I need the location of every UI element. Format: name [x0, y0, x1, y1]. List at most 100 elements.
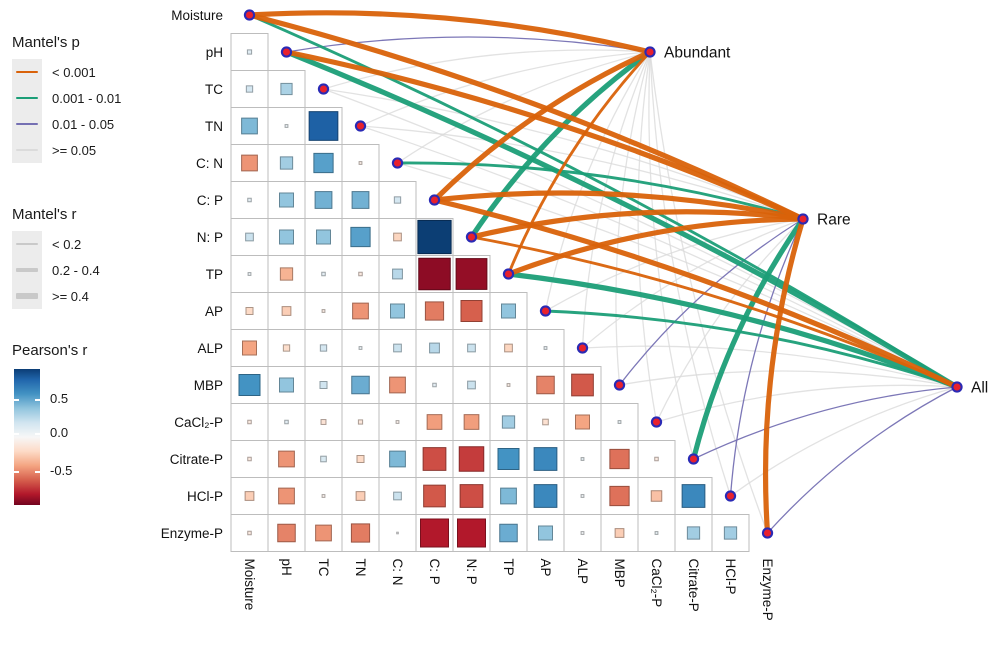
mantel-edge	[690, 216, 806, 462]
pearson-square	[320, 419, 327, 425]
pearson-square	[543, 346, 548, 350]
colorbar-tick	[35, 399, 40, 401]
node-dot	[576, 342, 589, 354]
pearson-square	[504, 343, 513, 353]
mantel-edge	[431, 190, 806, 222]
mantel-edge	[246, 12, 806, 222]
pearson-square	[533, 484, 558, 508]
pearson-square	[542, 418, 549, 426]
pearson-square	[279, 192, 294, 208]
pearson-square	[580, 457, 585, 461]
mantel-edge	[505, 216, 806, 277]
node-dot	[243, 9, 256, 21]
column-label: TP	[501, 559, 516, 576]
legend-key-swatch	[12, 85, 42, 111]
pearson-square	[315, 524, 332, 542]
pearson-square	[650, 490, 663, 502]
mantel-edge	[470, 235, 959, 389]
pearson-square	[357, 419, 364, 425]
mantel-edge	[505, 271, 960, 390]
row-label: pH	[206, 45, 223, 60]
row-label: ALP	[197, 341, 223, 356]
pearson-square	[246, 49, 253, 55]
pearson-square	[247, 197, 252, 203]
mantel-edge	[283, 49, 806, 222]
pearson-square	[320, 455, 327, 463]
mantel-p-line-sample	[16, 122, 38, 126]
pearson-square	[617, 420, 622, 424]
row-label: HCl-P	[187, 489, 223, 504]
mantel-edge	[507, 50, 652, 276]
matrix-cell	[600, 440, 639, 478]
pearson-square	[432, 382, 437, 388]
pearson-square	[423, 484, 446, 508]
column-label: MBP	[612, 559, 627, 588]
colorbar-tick-label: -0.5	[50, 463, 73, 478]
mantel-edge	[649, 51, 769, 534]
pearson-square	[609, 448, 630, 470]
mantel-edge	[581, 51, 651, 349]
row-label: CaCl₂-P	[174, 415, 223, 430]
pearson-square	[501, 415, 516, 429]
pearson-square	[506, 383, 511, 387]
row-label: TN	[205, 119, 223, 134]
pearson-square	[247, 530, 252, 536]
colorbar-tick-label: 0.5	[50, 391, 69, 406]
colorbar-tick	[14, 399, 19, 401]
pearson-square	[458, 446, 485, 472]
mantel-edge	[396, 162, 958, 388]
legend-item: 0.2 - 0.4	[12, 257, 100, 283]
mantel-edge	[468, 209, 806, 240]
pearson-square	[424, 301, 445, 321]
column-label: N: P	[464, 559, 479, 585]
legend-item-label: 0.001 - 0.01	[52, 90, 122, 106]
pearson-square	[500, 487, 517, 505]
node-dot	[687, 453, 700, 465]
node-dot	[724, 490, 737, 502]
legend-key-swatch	[12, 231, 42, 257]
pearson-square	[350, 523, 371, 543]
pearson-square	[463, 414, 480, 430]
axis-labels: Abundant Rare All Moisture pH TC TN C: N C: P N: …	[161, 8, 989, 621]
colorbar-tick	[14, 433, 19, 435]
node-dot	[539, 305, 552, 317]
legend-item-label: 0.2 - 0.4	[52, 262, 100, 278]
pearson-square	[393, 196, 402, 204]
mantel-edge	[396, 161, 805, 221]
node-dot	[280, 46, 293, 58]
legend-item-label: < 0.001	[52, 64, 96, 80]
mantel-edge	[649, 51, 732, 497]
legend-key-swatch	[12, 59, 42, 85]
pearson-square	[389, 376, 406, 394]
column-label: Citrate-P	[686, 559, 701, 612]
community-node-label: Abundant	[664, 45, 731, 62]
legend-mantel-r-title: Mantel's r	[12, 206, 77, 223]
row-label: TP	[206, 267, 223, 282]
legend-item: < 0.2	[12, 231, 100, 257]
mantel-edge	[655, 384, 958, 423]
pearson-square	[538, 525, 553, 541]
pearson-square	[457, 518, 486, 548]
column-label: AP	[538, 559, 553, 577]
pearson-square	[280, 82, 293, 96]
mantel-edge	[468, 49, 653, 240]
node-dot	[797, 213, 809, 225]
pearson-square	[499, 523, 518, 543]
pearson-square	[350, 226, 371, 248]
matrix-cell	[230, 255, 269, 293]
mantel-edge	[283, 49, 960, 390]
pearson-square	[281, 306, 292, 316]
node-dot	[502, 268, 515, 280]
pearson-square	[420, 518, 449, 548]
pearson-square	[455, 258, 488, 290]
pearson-square	[355, 491, 366, 501]
matrix-cell	[341, 181, 380, 219]
mantel-edge	[544, 309, 959, 389]
pearson-square	[308, 111, 339, 141]
legend-mantel-p: Mantel's p < 0.001 0.001 - 0.01 0.01 - 0…	[12, 34, 121, 163]
mantel-edge	[246, 10, 653, 55]
pearson-square	[422, 447, 447, 471]
mantel-edge	[322, 88, 804, 220]
node-dot	[391, 157, 404, 169]
